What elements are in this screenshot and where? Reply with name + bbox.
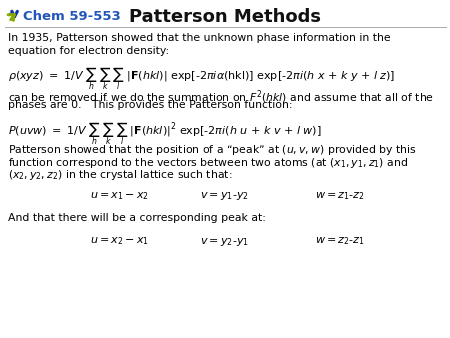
Text: $w = z_2$-$z_1$: $w = z_2$-$z_1$: [315, 236, 365, 247]
Text: Patterson Methods: Patterson Methods: [129, 8, 321, 26]
Text: $\rho\mathit{(xyz)}$ $=$ 1/$V$ $\sum_h$ $\sum_k$ $\sum_l$ |$\mathbf{F}$$(hkl)$| : $\rho\mathit{(xyz)}$ $=$ 1/$V$ $\sum_h$ …: [8, 66, 396, 92]
Text: $v = y_1$-$y_2$: $v = y_1$-$y_2$: [200, 191, 249, 202]
Text: $w = z_1$-$z_2$: $w = z_1$-$z_2$: [315, 191, 365, 202]
Text: can be removed if we do the summation on $F^2$$(hkl)$ and assume that all of the: can be removed if we do the summation on…: [8, 88, 434, 105]
Text: $u = x_2 - x_1$: $u = x_2 - x_1$: [90, 236, 149, 247]
Text: $P(uvw)$ $=$ 1/$V$ $\sum_h$ $\sum_k$ $\sum_l$ |$\mathbf{F}$$(hkl)$|$^2$ exp[-2$\: $P(uvw)$ $=$ 1/$V$ $\sum_h$ $\sum_k$ $\s…: [8, 121, 322, 147]
Text: And that there will be a corresponding peak at:: And that there will be a corresponding p…: [8, 213, 266, 223]
Text: $u = x_1 - x_2$: $u = x_1 - x_2$: [90, 191, 149, 202]
Text: Chem 59-553: Chem 59-553: [23, 10, 121, 24]
Text: Patterson showed that the position of a “peak” at $(u,v,w)$ provided by this: Patterson showed that the position of a …: [8, 143, 417, 157]
Text: phases are 0.   This provides the Patterson function:: phases are 0. This provides the Patterso…: [8, 100, 292, 111]
Text: equation for electron density:: equation for electron density:: [8, 46, 169, 55]
Text: function correspond to the vectors between two atoms (at $(x_1,y_1,z_1)$ and: function correspond to the vectors betwe…: [8, 155, 408, 169]
Text: $(x_2,y_2,z_2)$ in the crystal lattice such that:: $(x_2,y_2,z_2)$ in the crystal lattice s…: [8, 168, 233, 182]
Text: $v = y_2$-$y_1$: $v = y_2$-$y_1$: [200, 236, 249, 247]
Text: In 1935, Patterson showed that the unknown phase information in the: In 1935, Patterson showed that the unkno…: [8, 33, 391, 43]
